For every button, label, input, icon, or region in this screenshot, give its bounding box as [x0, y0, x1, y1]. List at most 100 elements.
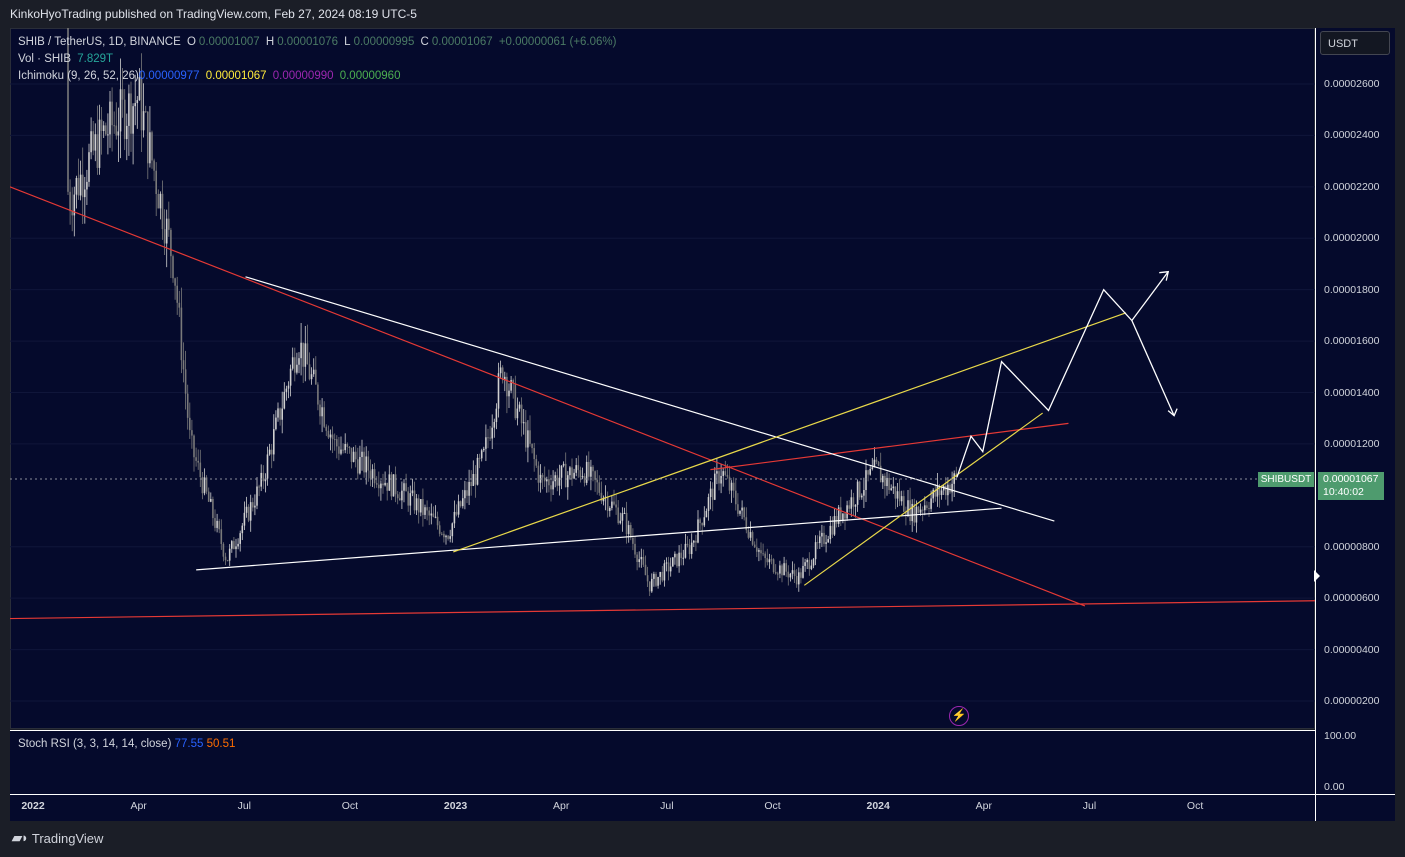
candle-body: [527, 430, 529, 448]
candle-body: [861, 495, 863, 498]
legend-symbol[interactable]: SHIB / TetherUS, 1D, BINANCE: [18, 36, 181, 48]
candle-body: [142, 111, 145, 131]
candle-body: [556, 475, 559, 486]
scroll-marker-icon[interactable]: [1312, 570, 1322, 582]
candle-body: [409, 493, 412, 506]
candle-body: [768, 559, 771, 563]
candle-body: [924, 505, 926, 511]
candle-body: [774, 572, 777, 574]
candle-body: [951, 483, 953, 493]
stoch-rsi-panel[interactable]: [10, 730, 1315, 794]
candle-body: [588, 461, 590, 477]
candle-body: [69, 191, 71, 212]
candle-body: [779, 565, 781, 574]
candle-body: [375, 483, 378, 485]
candle-body: [602, 498, 605, 502]
legend-c-label: C: [420, 36, 429, 48]
rsi-label[interactable]: Stoch RSI (3, 3, 14, 14, close): [18, 738, 172, 750]
candle-body: [722, 471, 724, 476]
candle-body: [109, 101, 111, 135]
candle-body: [533, 448, 535, 460]
candle-body: [224, 556, 227, 561]
candle-body: [672, 557, 674, 567]
candle-body: [75, 177, 78, 195]
candle-body: [606, 496, 609, 511]
candle-body: [172, 256, 174, 279]
candle-body: [816, 542, 819, 544]
candle-body: [107, 134, 109, 136]
candle-body: [571, 467, 573, 479]
candle-body: [266, 454, 269, 479]
price-chart-panel[interactable]: [10, 28, 1315, 729]
candle-body: [424, 507, 426, 515]
candle-body: [189, 417, 191, 431]
candle-body: [226, 560, 229, 562]
candle-body: [844, 513, 846, 519]
candle-body: [79, 174, 82, 196]
candle-body: [77, 177, 80, 196]
candle-body: [117, 131, 120, 136]
price-axis[interactable]: [1315, 28, 1395, 794]
candle-body: [579, 470, 582, 478]
candle-body: [940, 490, 943, 496]
candle-body: [823, 532, 825, 544]
candle-body: [655, 573, 657, 586]
lightning-alert-icon[interactable]: ⚡: [949, 706, 969, 726]
candle-body: [289, 368, 292, 386]
last-price-value: 0.00001067: [1323, 473, 1379, 485]
time-axis[interactable]: [10, 794, 1315, 821]
candle-body: [810, 565, 813, 570]
candle-body: [308, 364, 311, 380]
price-tick-label: 0.00001200: [1324, 437, 1380, 450]
candle-body: [100, 119, 103, 132]
candle-body: [113, 125, 115, 127]
candle-body: [136, 100, 139, 104]
candle-body: [432, 513, 435, 517]
candle-body: [216, 520, 218, 528]
rsi-d-value: 50.51: [206, 738, 236, 750]
candle-body: [680, 552, 682, 559]
currency-selector[interactable]: USDT: [1320, 31, 1390, 55]
candle-body: [247, 506, 250, 521]
candle-body: [663, 563, 666, 581]
time-tick-label: Oct: [764, 800, 781, 812]
tradingview-logo[interactable]: ▰◗ TradingView: [12, 830, 103, 846]
candle-body: [422, 499, 424, 515]
time-tick-label: Oct: [341, 800, 359, 812]
candle-body: [850, 497, 853, 509]
candle-body: [703, 517, 706, 526]
candle-body: [947, 484, 949, 496]
price-chart[interactable]: [10, 28, 1315, 729]
time-tick-label: Apr: [553, 800, 570, 812]
candle-body: [936, 486, 939, 497]
candle-body: [709, 488, 712, 498]
candle-body: [388, 474, 391, 491]
candle-body: [541, 474, 544, 478]
candle-body: [455, 511, 458, 515]
candle-body: [554, 475, 556, 482]
candle-body: [279, 408, 281, 420]
candle-body: [447, 535, 449, 539]
candle-body: [888, 477, 890, 491]
candle-body: [163, 229, 166, 244]
candle-body: [764, 553, 766, 559]
candle-body: [491, 427, 493, 439]
candle-body: [648, 581, 651, 592]
candle-body: [735, 490, 737, 505]
candle-body: [81, 174, 84, 198]
candle-body: [741, 507, 743, 511]
time-tick-label: Jul: [660, 800, 674, 812]
candle-body: [394, 474, 397, 495]
candle-body: [884, 475, 886, 487]
candle-body: [315, 369, 317, 385]
candle-body: [873, 459, 876, 468]
legend-ichimoku-label[interactable]: Ichimoku (9, 26, 52, 26): [18, 70, 139, 82]
candle-body: [596, 479, 598, 483]
candle-body: [371, 469, 374, 479]
legend-volume-label[interactable]: Vol · SHIB: [18, 53, 72, 65]
candle-body: [772, 559, 775, 573]
candle-body: [613, 501, 615, 505]
candle-body: [930, 498, 932, 509]
candle-body: [489, 437, 491, 439]
publisher-text: KinkoHyoTrading published on TradingView…: [10, 7, 417, 21]
